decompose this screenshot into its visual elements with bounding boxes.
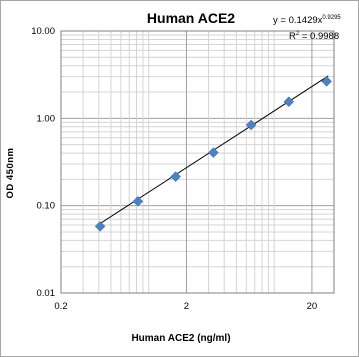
data-point (132, 196, 144, 207)
y-tick-label: 0.10 (37, 201, 56, 212)
r-squared-label: R2 = 0.9988 (289, 31, 339, 42)
y-tick-label: 1.00 (37, 113, 56, 124)
x-tick-label: 0.2 (54, 301, 67, 312)
y-axis-label: OD 450nm (5, 148, 16, 199)
y-tick-label: 0.01 (37, 288, 56, 299)
trendline-equation: y = 0.1429x0.9295 (273, 15, 341, 26)
data-point (321, 76, 332, 87)
data-point (170, 171, 181, 182)
grid-lines (60, 31, 335, 294)
data-point (208, 147, 219, 158)
data-points (94, 76, 332, 232)
y-tick-labels: 0.01 0.10 1.00 10.00 (31, 26, 55, 299)
chart-title: Human ACE2 (147, 10, 235, 26)
data-point (94, 220, 106, 232)
data-point (283, 96, 295, 108)
data-point (245, 119, 257, 131)
y-tick-label: 10.00 (31, 26, 55, 37)
x-axis-label: Human ACE2 (ng/ml) (131, 333, 230, 344)
plot-area-border (60, 30, 335, 294)
x-tick-labels: 0.2 2 20 (54, 301, 317, 312)
x-tick-label: 2 (184, 301, 189, 312)
x-tick-label: 20 (307, 301, 318, 312)
